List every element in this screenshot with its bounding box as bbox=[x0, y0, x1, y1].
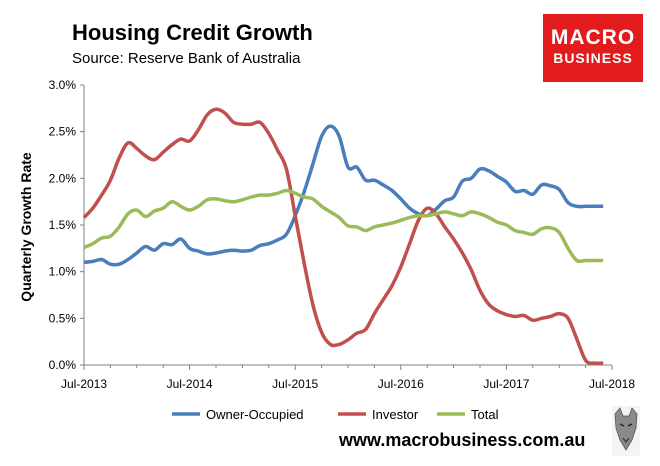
series-line-investor bbox=[82, 107, 604, 366]
chart-legend: Owner-Occupied Investor Total bbox=[172, 407, 499, 422]
x-tick-label: Jul-2016 bbox=[378, 377, 424, 391]
legend-label: Owner-Occupied bbox=[206, 407, 304, 422]
website-url[interactable]: www.macrobusiness.com.au bbox=[339, 430, 586, 450]
chart-subtitle: Source: Reserve Bank of Australia bbox=[72, 50, 301, 67]
y-tick-label: 2.5% bbox=[49, 125, 77, 139]
chart-title: Housing Credit Growth bbox=[72, 20, 313, 45]
logo-line-1: MACRO bbox=[550, 26, 636, 49]
y-tick-label: 1.0% bbox=[49, 265, 77, 279]
series-line-owner-occupied bbox=[83, 124, 604, 267]
legend-label: Investor bbox=[372, 407, 419, 422]
y-axis-label: Quarterly Growth Rate bbox=[18, 152, 34, 302]
x-tick-label: Jul-2018 bbox=[589, 377, 635, 391]
x-tick-label: Jul-2014 bbox=[167, 377, 213, 391]
y-tick-label: 2.0% bbox=[49, 171, 77, 185]
y-tick-label: 1.5% bbox=[49, 218, 77, 232]
y-tick-label: 3.0% bbox=[49, 78, 77, 92]
y-tick-label: 0.5% bbox=[49, 311, 77, 325]
x-tick-label: Jul-2013 bbox=[61, 377, 107, 391]
x-tick-label: Jul-2015 bbox=[272, 377, 318, 391]
macrobusiness-logo[interactable]: MACRO BUSINESS bbox=[543, 14, 643, 82]
chart-axes: 0.0% 0.5% 1.0% 1.5% 2.0% 2.5% 3.0% Jul-2013 Jul-… bbox=[49, 78, 636, 391]
logo-line-2: BUSINESS bbox=[553, 50, 633, 66]
series-line-total bbox=[83, 188, 604, 264]
wolf-icon bbox=[612, 406, 640, 456]
series-layer bbox=[82, 107, 604, 366]
legend-label: Total bbox=[471, 407, 499, 422]
y-tick-label: 0.0% bbox=[49, 358, 77, 372]
x-tick-label: Jul-2017 bbox=[483, 377, 529, 391]
